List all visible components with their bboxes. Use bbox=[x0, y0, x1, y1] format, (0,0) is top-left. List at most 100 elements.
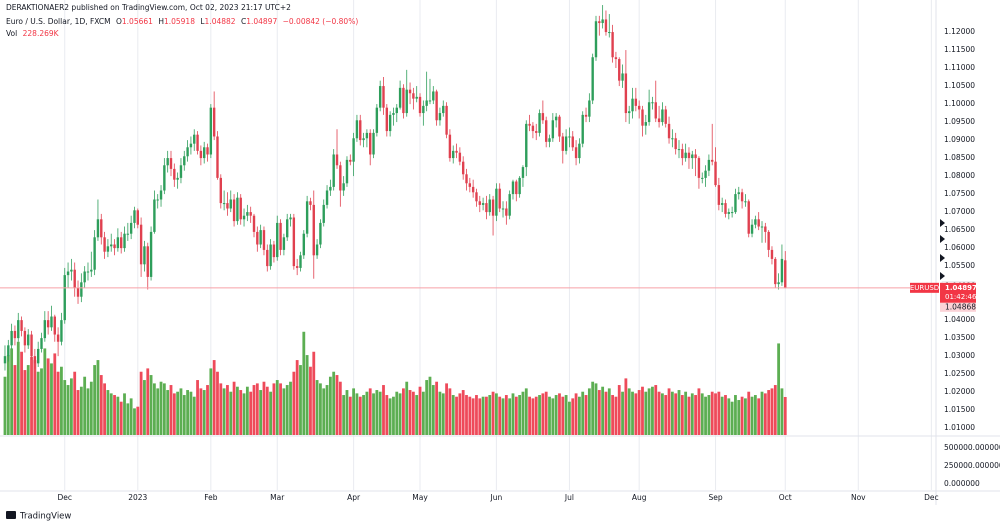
volume-bar bbox=[402, 388, 405, 435]
candle-body bbox=[535, 131, 538, 133]
candle-body bbox=[398, 87, 402, 108]
volume-bar bbox=[355, 393, 359, 435]
candle-body bbox=[671, 138, 674, 140]
volume-bar bbox=[143, 380, 146, 435]
volume-bar bbox=[73, 371, 77, 435]
volume-bar bbox=[677, 390, 681, 435]
symbol: Euro / U.S. Dollar, 1D, FXCM bbox=[6, 17, 111, 26]
candle-body bbox=[548, 138, 551, 142]
candle-body bbox=[110, 244, 113, 247]
volume-bar bbox=[488, 395, 492, 435]
candle-body bbox=[159, 190, 163, 200]
high-value: 1.05918 bbox=[164, 17, 195, 26]
candle-body bbox=[637, 105, 641, 110]
candle-body bbox=[249, 212, 252, 216]
x-tick-label: Oct bbox=[779, 493, 792, 502]
volume-bar bbox=[498, 396, 502, 435]
candle-body bbox=[402, 87, 405, 114]
candle-body bbox=[176, 177, 179, 180]
candle-body bbox=[687, 152, 691, 159]
candle-body bbox=[432, 91, 435, 101]
candle-body bbox=[219, 177, 223, 204]
volume-bar bbox=[760, 391, 764, 435]
volume-bar bbox=[475, 395, 478, 435]
candle-body bbox=[60, 320, 63, 342]
candle-body bbox=[266, 249, 269, 267]
volume-bar bbox=[265, 386, 269, 435]
volume-bar bbox=[445, 383, 448, 435]
candle-body bbox=[119, 237, 123, 249]
volume-bar bbox=[425, 380, 429, 435]
legend-symbol: Euro / U.S. Dollar, 1D, FXCM O1.05661 H1… bbox=[6, 17, 358, 26]
y-tick-label: 1.08000 bbox=[944, 171, 975, 180]
volume-bar bbox=[700, 393, 704, 435]
candle-body bbox=[388, 114, 392, 132]
volume-bar bbox=[637, 390, 641, 435]
candle-body bbox=[113, 244, 116, 249]
candle-body bbox=[342, 183, 345, 191]
volume-bar bbox=[56, 371, 60, 435]
volume-bar bbox=[365, 391, 369, 435]
ohlc-letter: L bbox=[200, 17, 205, 26]
volume-bar bbox=[159, 381, 163, 435]
candle-body bbox=[146, 246, 149, 277]
y-tick-label: 1.08500 bbox=[944, 153, 975, 162]
volume-bar bbox=[10, 348, 14, 435]
candle-body bbox=[73, 269, 76, 288]
marker bbox=[940, 235, 945, 243]
volume-bar bbox=[269, 391, 273, 435]
y-tick-label: 1.07000 bbox=[944, 207, 975, 216]
volume-bar bbox=[694, 395, 698, 435]
candle-body bbox=[777, 282, 780, 285]
volume-bar bbox=[328, 376, 332, 435]
volume-bar bbox=[119, 401, 123, 435]
volume-bar bbox=[20, 351, 23, 435]
candle-body bbox=[56, 334, 60, 342]
candle-body bbox=[325, 190, 329, 205]
candle-body bbox=[252, 215, 256, 232]
volume-bar bbox=[289, 381, 292, 435]
volume-bar bbox=[604, 391, 608, 435]
volume-bar bbox=[438, 391, 442, 435]
volume-bar bbox=[744, 398, 747, 435]
volume-bar bbox=[531, 398, 535, 435]
candle-body bbox=[720, 203, 724, 205]
volume-bar bbox=[53, 353, 57, 435]
volume-bar bbox=[441, 393, 445, 435]
candle-body bbox=[329, 186, 332, 191]
candle-body bbox=[96, 219, 100, 238]
y-tick-label: 1.03500 bbox=[944, 333, 975, 342]
candle-body bbox=[212, 107, 216, 137]
candle-body bbox=[17, 320, 20, 339]
candle-body bbox=[455, 150, 458, 153]
candle-body bbox=[644, 122, 648, 126]
candle-body bbox=[335, 154, 339, 166]
volume-bar bbox=[239, 390, 243, 435]
volume-bar bbox=[524, 388, 528, 435]
volume-bar bbox=[319, 383, 322, 435]
candle-body bbox=[498, 188, 501, 209]
candle-body bbox=[143, 246, 146, 265]
volume-bar bbox=[50, 363, 53, 435]
candle-body bbox=[46, 320, 50, 328]
candle-body bbox=[661, 109, 664, 123]
candle-body bbox=[554, 116, 558, 121]
candle-body bbox=[667, 123, 671, 139]
candle-body bbox=[10, 330, 13, 346]
candle-body bbox=[634, 98, 638, 106]
volume-bar bbox=[309, 366, 312, 435]
candle-body bbox=[651, 102, 654, 104]
volume-bar bbox=[538, 395, 541, 435]
candle-body bbox=[471, 186, 475, 193]
candle-body bbox=[216, 136, 219, 178]
volume-bar bbox=[93, 365, 97, 435]
candle-body bbox=[418, 96, 422, 114]
volume-bar bbox=[133, 408, 136, 435]
candle-body bbox=[558, 116, 561, 137]
volume-bar bbox=[667, 388, 671, 435]
volume-bar bbox=[222, 388, 226, 435]
volume-bar bbox=[763, 393, 767, 435]
volume-bar bbox=[96, 360, 100, 435]
candle-body bbox=[442, 105, 445, 114]
volume-bar bbox=[558, 393, 561, 435]
